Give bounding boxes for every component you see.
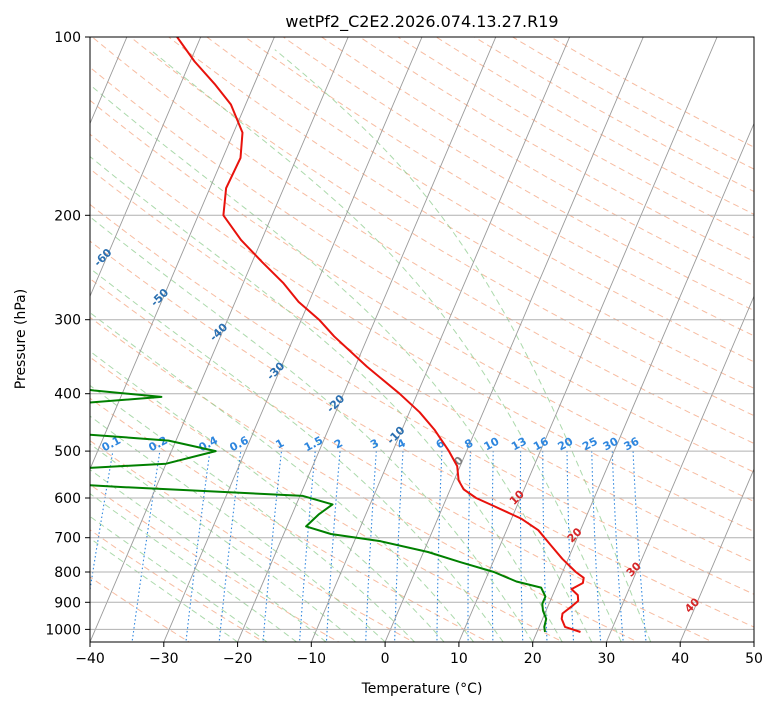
moist-adiabat-line [90, 84, 593, 642]
moist-adiabat-line [90, 216, 534, 642]
mixing-ratio-lines [90, 451, 647, 642]
y-tick-label: 1000 [45, 622, 81, 638]
dry-adiabat-line [90, 278, 714, 642]
dry-adiabat-line [90, 440, 415, 642]
dry-adiabat-line [320, 37, 754, 287]
mixing-ratio-label: 36 [622, 435, 642, 454]
temperature-line [176, 37, 585, 633]
mixing-ratio-line [566, 451, 575, 642]
isotherm-line [679, 467, 754, 642]
x-tick-label: 20 [524, 651, 542, 667]
y-tick-label: 100 [54, 30, 81, 46]
skewed-isotherms [90, 37, 754, 642]
x-tick-label: 10 [450, 651, 468, 667]
moist-adiabat-line [90, 311, 474, 642]
moist-adiabat-line [149, 49, 622, 642]
dry-adiabat-line [90, 316, 640, 642]
data-series [90, 37, 585, 633]
x-tick-label: 0 [381, 651, 390, 667]
dry-adiabat-line [473, 37, 754, 193]
y-tick-label: 500 [54, 444, 81, 460]
isotherm-line [163, 37, 423, 642]
y-tick-label: 200 [54, 208, 81, 224]
gridlines [90, 37, 754, 630]
x-tick-label: 40 [671, 651, 689, 667]
dry-adiabat-line [397, 37, 754, 239]
y-tick-label: 400 [54, 387, 81, 403]
mixing-ratio-label: 16 [531, 435, 551, 454]
x-tick-label: 50 [745, 651, 763, 667]
dry-adiabat-line [244, 37, 754, 337]
dry-adiabat-line [358, 37, 754, 262]
isotherm-line [310, 37, 571, 642]
chart-title: wetPf2_C2E2.2026.074.13.27.R19 [285, 12, 558, 32]
mixing-ratio-label: 25 [580, 435, 600, 454]
mixing-ratio-line [394, 451, 404, 642]
y-tick-label: 900 [54, 595, 81, 611]
mixing-ratio-line [365, 451, 377, 642]
x-tick-label: −20 [223, 651, 253, 667]
mixing-ratio-label: 13 [509, 435, 529, 454]
dry-adiabat-line [167, 37, 754, 389]
mixing-ratio-label: 30 [601, 435, 621, 454]
moist-adiabat-line [90, 384, 415, 642]
y-tick-label: 700 [54, 531, 81, 547]
x-tick-label: 30 [597, 651, 615, 667]
y-tick-label: 800 [54, 565, 81, 581]
isotherm-line [90, 37, 275, 471]
x-tick-label: −10 [297, 651, 327, 667]
dry-adiabat-line [435, 37, 754, 215]
isotherm-line [237, 37, 497, 642]
moist-adiabat-line [90, 267, 504, 642]
isotherm-line [605, 295, 754, 642]
isotherm-line [90, 37, 202, 298]
moist-adiabat-line [90, 515, 268, 642]
dry-adiabat-line [90, 397, 490, 642]
dry-adiabat-line [129, 37, 754, 417]
mixing-ratio-line [519, 451, 524, 642]
isotherm-line [90, 37, 349, 642]
x-axis-label: Temperature (°C) [361, 681, 483, 697]
dry-adiabat-line [282, 37, 754, 312]
plot-frame [89, 36, 755, 643]
y-tick-label: 600 [54, 491, 81, 507]
dry-adiabat-line [206, 37, 754, 363]
dewpoint-line [90, 388, 548, 633]
isotherm-line [384, 37, 644, 642]
mixing-ratio-label: 10 [482, 435, 502, 454]
isotherm-line [532, 122, 754, 642]
dry-adiabat-line [90, 529, 265, 642]
moist-adiabat-line [274, 49, 652, 642]
mixing-ratio-line [491, 451, 494, 642]
x-tick-label: −30 [149, 651, 179, 667]
mixing-ratio-line [436, 451, 443, 642]
y-tick-label: 300 [54, 313, 81, 329]
mixing-ratio-line [591, 451, 602, 642]
mixing-ratio-line [467, 451, 472, 642]
mixing-ratio-line [542, 451, 548, 642]
dry-adiabat-line [90, 168, 754, 563]
moist-adiabat-line [90, 493, 297, 642]
moist-adiabat-line [90, 415, 386, 642]
isotherm-line [458, 37, 718, 642]
y-axis-label: Pressure (hPa) [13, 289, 29, 389]
axes: −40 −30 −20 −10 0 10 20 30 40 50 100 200 300 400 500 60… [45, 30, 763, 667]
moist-adiabat-line [90, 469, 327, 642]
moist-adiabat-line [90, 537, 238, 642]
mixing-ratio-label: 20 [556, 435, 576, 454]
x-tick-label: −40 [75, 651, 105, 667]
